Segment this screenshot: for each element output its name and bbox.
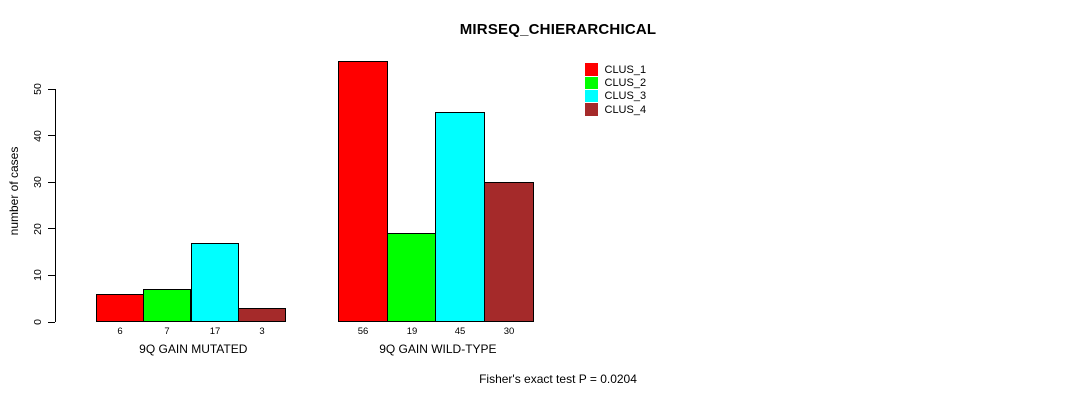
y-axis-tick bbox=[48, 88, 55, 90]
legend-row-clus_2: CLUS_2 bbox=[585, 76, 647, 90]
legend-swatch-icon bbox=[585, 76, 598, 90]
bar-value-label: 6 bbox=[117, 326, 123, 337]
bar-clus_4-mutated bbox=[238, 308, 286, 322]
y-axis-tick bbox=[48, 228, 55, 230]
legend-swatch-icon bbox=[585, 63, 598, 76]
y-axis-tick-label: 10 bbox=[32, 269, 44, 282]
bar-clus_3-wild-type bbox=[435, 112, 485, 322]
bar-clus_2-wild-type bbox=[387, 233, 437, 322]
legend-row-clus_3: CLUS_3 bbox=[585, 89, 647, 103]
y-axis-tick bbox=[48, 321, 55, 323]
y-axis-tick bbox=[48, 181, 55, 183]
y-axis-tick bbox=[48, 274, 55, 276]
bar-clus_2-mutated bbox=[143, 289, 191, 322]
bar-clus_1-mutated bbox=[96, 294, 144, 322]
bar-clus_4-wild-type bbox=[484, 182, 534, 322]
y-axis-tick-label: 30 bbox=[32, 176, 44, 189]
legend: CLUS_1 CLUS_2 CLUS_3 CLUS_4 bbox=[585, 63, 646, 116]
y-axis-tick-label: 0 bbox=[32, 319, 44, 325]
annotation-fisher-test: Fisher's exact test P = 0.0204 bbox=[479, 372, 637, 386]
legend-row-clus_1: CLUS_1 bbox=[585, 63, 646, 76]
chart-title: MIRSEQ_CHIERARCHICAL bbox=[459, 21, 657, 38]
y-axis-tick bbox=[48, 135, 55, 137]
y-axis-tick-label: 40 bbox=[32, 129, 44, 142]
legend-label: CLUS_2 bbox=[604, 76, 647, 89]
y-axis-label: number of cases bbox=[7, 146, 21, 236]
legend-label: CLUS_1 bbox=[604, 63, 647, 76]
bar-value-label: 7 bbox=[164, 326, 170, 337]
legend-swatch-icon bbox=[585, 89, 598, 103]
bar-value-label: 17 bbox=[209, 326, 221, 337]
bar-value-label: 3 bbox=[259, 326, 265, 337]
bar-value-label: 45 bbox=[454, 326, 466, 337]
x-axis-group-label: 9Q GAIN WILD-TYPE bbox=[379, 342, 497, 356]
bar-clus_3-mutated bbox=[191, 243, 239, 322]
legend-label: CLUS_3 bbox=[604, 90, 647, 103]
bar-value-label: 30 bbox=[503, 326, 515, 337]
y-axis-line bbox=[55, 89, 56, 322]
y-axis-tick-label: 50 bbox=[32, 83, 44, 95]
y-axis-tick-label: 20 bbox=[32, 222, 44, 235]
legend-swatch-icon bbox=[585, 103, 598, 116]
bar-clus_1-wild-type bbox=[338, 61, 388, 322]
bar-value-label: 56 bbox=[357, 326, 369, 337]
legend-label: CLUS_4 bbox=[604, 103, 647, 116]
bar-value-label: 19 bbox=[406, 326, 418, 337]
legend-row-clus_4: CLUS_4 bbox=[585, 103, 646, 116]
x-axis-group-label: 9Q GAIN MUTATED bbox=[139, 342, 248, 356]
